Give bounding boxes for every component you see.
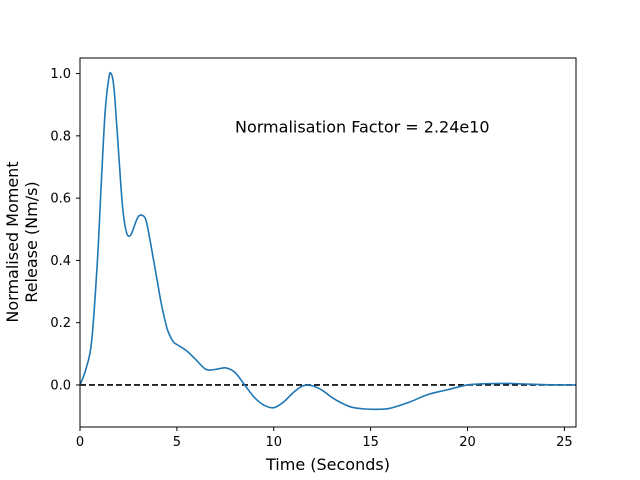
x-tick-label: 15 bbox=[362, 435, 379, 450]
x-axis: 0 5 10 15 20 25 bbox=[76, 427, 573, 450]
y-tick-label: 1.0 bbox=[50, 67, 71, 82]
y-tick-label: 0.8 bbox=[50, 129, 71, 144]
x-tick-label: 10 bbox=[265, 435, 282, 450]
y-axis-label-line-1: Normalised Moment bbox=[3, 161, 22, 322]
x-tick-label: 20 bbox=[459, 435, 476, 450]
y-axis-label: Normalised Moment Release (Nm/s) bbox=[3, 161, 41, 322]
y-tick-label: 0.6 bbox=[50, 192, 71, 207]
normalisation-annotation: Normalisation Factor = 2.24e10 bbox=[235, 118, 490, 137]
x-tick-label: 0 bbox=[76, 435, 84, 450]
y-axis: 0.0 0.2 0.4 0.6 0.8 1.0 bbox=[50, 67, 80, 393]
x-tick-label: 5 bbox=[173, 435, 181, 450]
x-axis-label: Time (Seconds) bbox=[265, 455, 390, 474]
y-tick-label: 0.4 bbox=[50, 254, 71, 269]
y-tick-label: 0.2 bbox=[50, 316, 71, 331]
y-tick-label: 0.0 bbox=[50, 378, 71, 393]
plot-area bbox=[79, 71, 577, 411]
x-tick-label: 25 bbox=[556, 435, 573, 450]
y-axis-label-line-2: Release (Nm/s) bbox=[22, 181, 41, 302]
series-line-0 bbox=[79, 71, 577, 411]
plot-frame bbox=[79, 57, 577, 428]
